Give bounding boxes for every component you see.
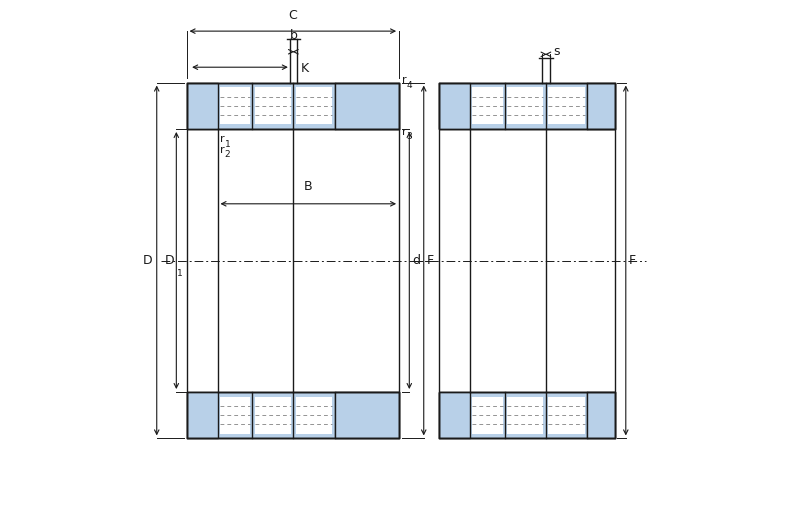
- Text: s: s: [553, 45, 559, 58]
- Text: F: F: [628, 254, 635, 267]
- Bar: [587, 392, 615, 438]
- Bar: [439, 83, 470, 129]
- Text: D: D: [164, 254, 174, 267]
- Bar: [187, 392, 399, 438]
- Text: d: d: [412, 254, 420, 267]
- Bar: [187, 392, 399, 438]
- Bar: [589, 396, 614, 433]
- Text: 3: 3: [406, 132, 412, 141]
- Text: B: B: [304, 180, 313, 193]
- Text: b: b: [290, 30, 298, 43]
- Bar: [589, 88, 614, 125]
- Bar: [338, 396, 395, 433]
- Bar: [439, 83, 615, 129]
- Bar: [255, 88, 290, 125]
- Bar: [439, 392, 615, 438]
- Bar: [334, 83, 399, 129]
- Bar: [439, 83, 615, 129]
- Bar: [439, 392, 615, 438]
- Text: K: K: [301, 62, 309, 75]
- Bar: [187, 83, 399, 129]
- Bar: [219, 396, 250, 433]
- Bar: [548, 88, 585, 125]
- Text: r: r: [220, 145, 225, 155]
- Bar: [334, 392, 399, 438]
- Bar: [296, 88, 332, 125]
- Text: 1: 1: [225, 140, 231, 149]
- Bar: [255, 396, 290, 433]
- Bar: [187, 392, 218, 438]
- Text: r: r: [220, 134, 225, 144]
- Bar: [472, 396, 503, 433]
- Bar: [187, 83, 218, 129]
- Text: 4: 4: [406, 81, 412, 90]
- Text: r: r: [401, 75, 406, 85]
- Bar: [472, 88, 503, 125]
- Bar: [508, 88, 543, 125]
- Bar: [187, 83, 399, 129]
- Text: r: r: [401, 127, 406, 137]
- Bar: [219, 88, 250, 125]
- Text: F: F: [426, 254, 433, 267]
- Bar: [338, 88, 395, 125]
- Bar: [508, 396, 543, 433]
- Bar: [439, 392, 470, 438]
- Bar: [548, 396, 585, 433]
- Text: 2: 2: [225, 151, 231, 159]
- Bar: [587, 83, 615, 129]
- Text: 1: 1: [177, 269, 183, 278]
- Text: D: D: [143, 254, 152, 267]
- Bar: [296, 396, 332, 433]
- Text: C: C: [288, 9, 297, 22]
